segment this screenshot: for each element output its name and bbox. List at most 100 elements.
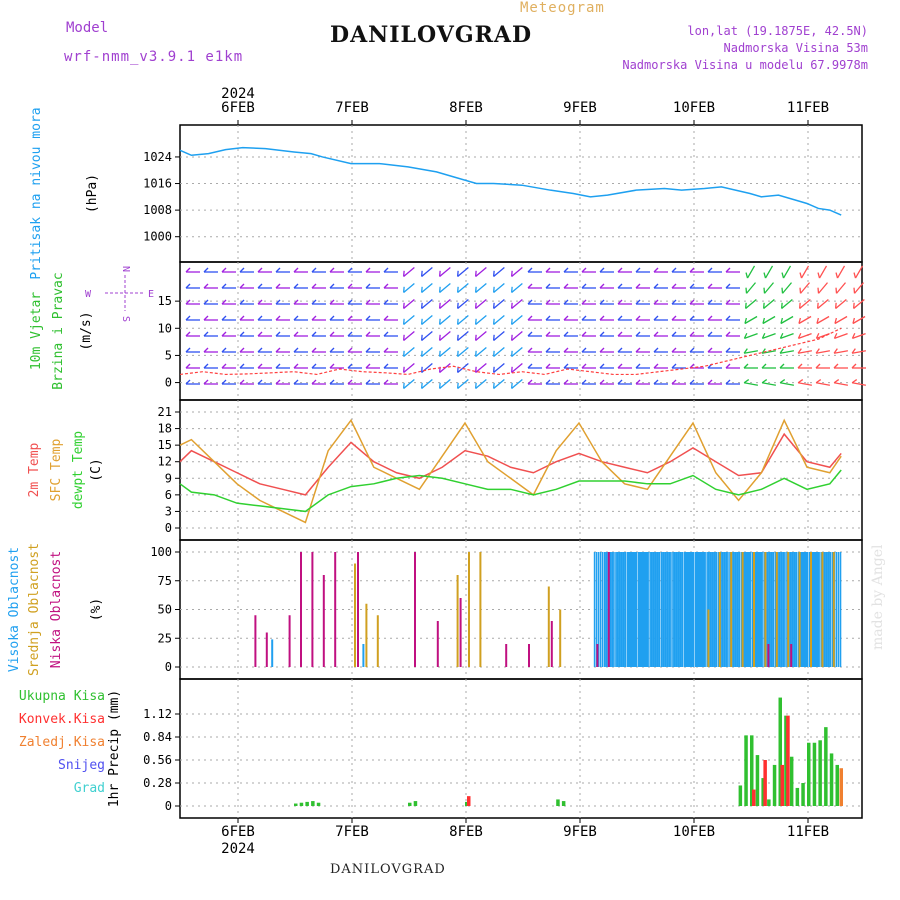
cloud-bar	[746, 552, 748, 667]
cloud-bar	[650, 552, 653, 667]
wind-arrow-head	[635, 283, 641, 289]
precip-bar	[561, 801, 566, 806]
day-label: 8FEB	[449, 100, 483, 116]
cloud-bar	[630, 552, 632, 667]
wind-arrow-head	[383, 267, 389, 273]
cloud-bar	[784, 552, 786, 667]
wind-arrow-head	[851, 363, 857, 369]
wind-arrow-head	[203, 347, 209, 353]
wind-arrow-head	[689, 299, 695, 305]
wind-arrow-head	[420, 334, 423, 341]
wind-arrow	[764, 265, 774, 279]
wind-arrow-head	[617, 315, 623, 321]
wind-arrow-head	[852, 317, 856, 324]
cloud-bar	[672, 552, 674, 667]
cloud-bar	[288, 615, 291, 667]
cloud-bar	[829, 552, 832, 667]
wind-arrow	[511, 283, 523, 293]
cloud-mid-axis-label: Srednja Oblacnost	[27, 543, 42, 676]
wind-arrow-head	[185, 283, 191, 289]
wind-arrow-head	[275, 315, 281, 321]
wind-arrow-head	[689, 267, 695, 273]
cloud-bar	[832, 552, 835, 667]
cloud-bar	[706, 552, 708, 667]
wind-arrow-head	[293, 267, 299, 273]
wind-arrow-head	[599, 379, 605, 385]
wind-arrow-head	[581, 379, 587, 385]
cloud-bar	[816, 552, 818, 667]
cloud-bar	[759, 552, 761, 667]
wind-arrow-head	[635, 379, 641, 385]
precip-legend-item: Konvek.Kisa	[19, 712, 105, 727]
wind-arrow-head	[707, 347, 713, 353]
wind-arrow-head	[185, 331, 191, 337]
precip-bar	[778, 697, 782, 806]
cloud-bar	[675, 552, 678, 667]
cloud-bar	[679, 552, 682, 667]
wind-arrow-head	[420, 382, 423, 389]
wind-arrow-head	[365, 363, 371, 369]
cloud-high-axis-label: Visoka Oblacnost	[7, 547, 22, 672]
wind-arrow	[475, 267, 487, 277]
day-label: 11FEB	[787, 824, 829, 840]
wind-arrow-head	[347, 315, 353, 321]
wind-arrow-head	[707, 379, 713, 385]
temp2m-axis-label: 2m Temp	[27, 442, 42, 497]
wind-arrow	[403, 347, 415, 357]
wind-arrow-head	[420, 318, 423, 325]
wind-arrow-head	[221, 347, 227, 353]
wind-arrow-head	[257, 283, 263, 289]
cloud-bar	[715, 552, 718, 667]
wind-arrow	[763, 299, 775, 309]
wind-arrow-head	[851, 348, 856, 354]
wind-arrow-head	[707, 299, 713, 305]
cloud-bar	[693, 552, 695, 667]
wind-arrow-head	[725, 283, 731, 289]
cloud-bar	[809, 552, 811, 667]
wind-arrow-head	[492, 382, 495, 389]
wind-arrow-head	[365, 267, 371, 273]
wind-arrow-head	[671, 363, 677, 369]
wind-arrow-head	[203, 379, 209, 385]
wind-arrow-head	[347, 267, 353, 273]
wind-arrow	[852, 332, 866, 340]
wind-arrow-head	[599, 267, 605, 273]
cloud-bar	[812, 552, 814, 667]
wind-arrow	[421, 379, 433, 389]
wind-arrow-head	[780, 317, 784, 324]
wind-arrow-head	[365, 283, 371, 289]
wind-arrow	[475, 315, 487, 325]
wind-arrow	[834, 332, 848, 340]
cloud-bar	[456, 575, 459, 667]
cloud-bar	[322, 575, 325, 667]
cloud-bar	[622, 552, 625, 667]
wind-arrow-head	[527, 315, 533, 321]
wind-arrow	[817, 299, 829, 309]
wind-arrow-head	[311, 267, 317, 273]
wind-arrow-head	[365, 347, 371, 353]
cloud-bar	[632, 552, 634, 667]
y-tick-label: 3	[165, 504, 172, 518]
wind-arrow-head	[743, 363, 749, 369]
wind-arrow-head	[799, 272, 803, 279]
wind-arrow-head	[653, 363, 659, 369]
precip-bar	[311, 801, 315, 806]
precip-bar	[795, 787, 800, 806]
wind-arrow-head	[257, 379, 263, 385]
wind-arrow	[781, 299, 793, 309]
precip-bar	[738, 785, 743, 806]
station-title: DANILOVGRAD	[330, 22, 533, 48]
wind-arrow-head	[743, 379, 750, 384]
wind-arrow-head	[402, 286, 405, 293]
wind-arrow-head	[653, 379, 659, 385]
precip-bar	[294, 803, 298, 806]
wind-arrow-head	[725, 379, 731, 385]
wind-arrow-head	[763, 272, 767, 279]
wind-arrow-head	[835, 287, 838, 294]
compass-s: S	[120, 316, 131, 322]
wind-axis-sublabel: Brzina i Pravac	[51, 272, 66, 389]
y-tick-label: 1008	[143, 203, 172, 217]
wind-arrow-head	[545, 315, 551, 321]
y-tick-label: 75	[158, 574, 172, 588]
